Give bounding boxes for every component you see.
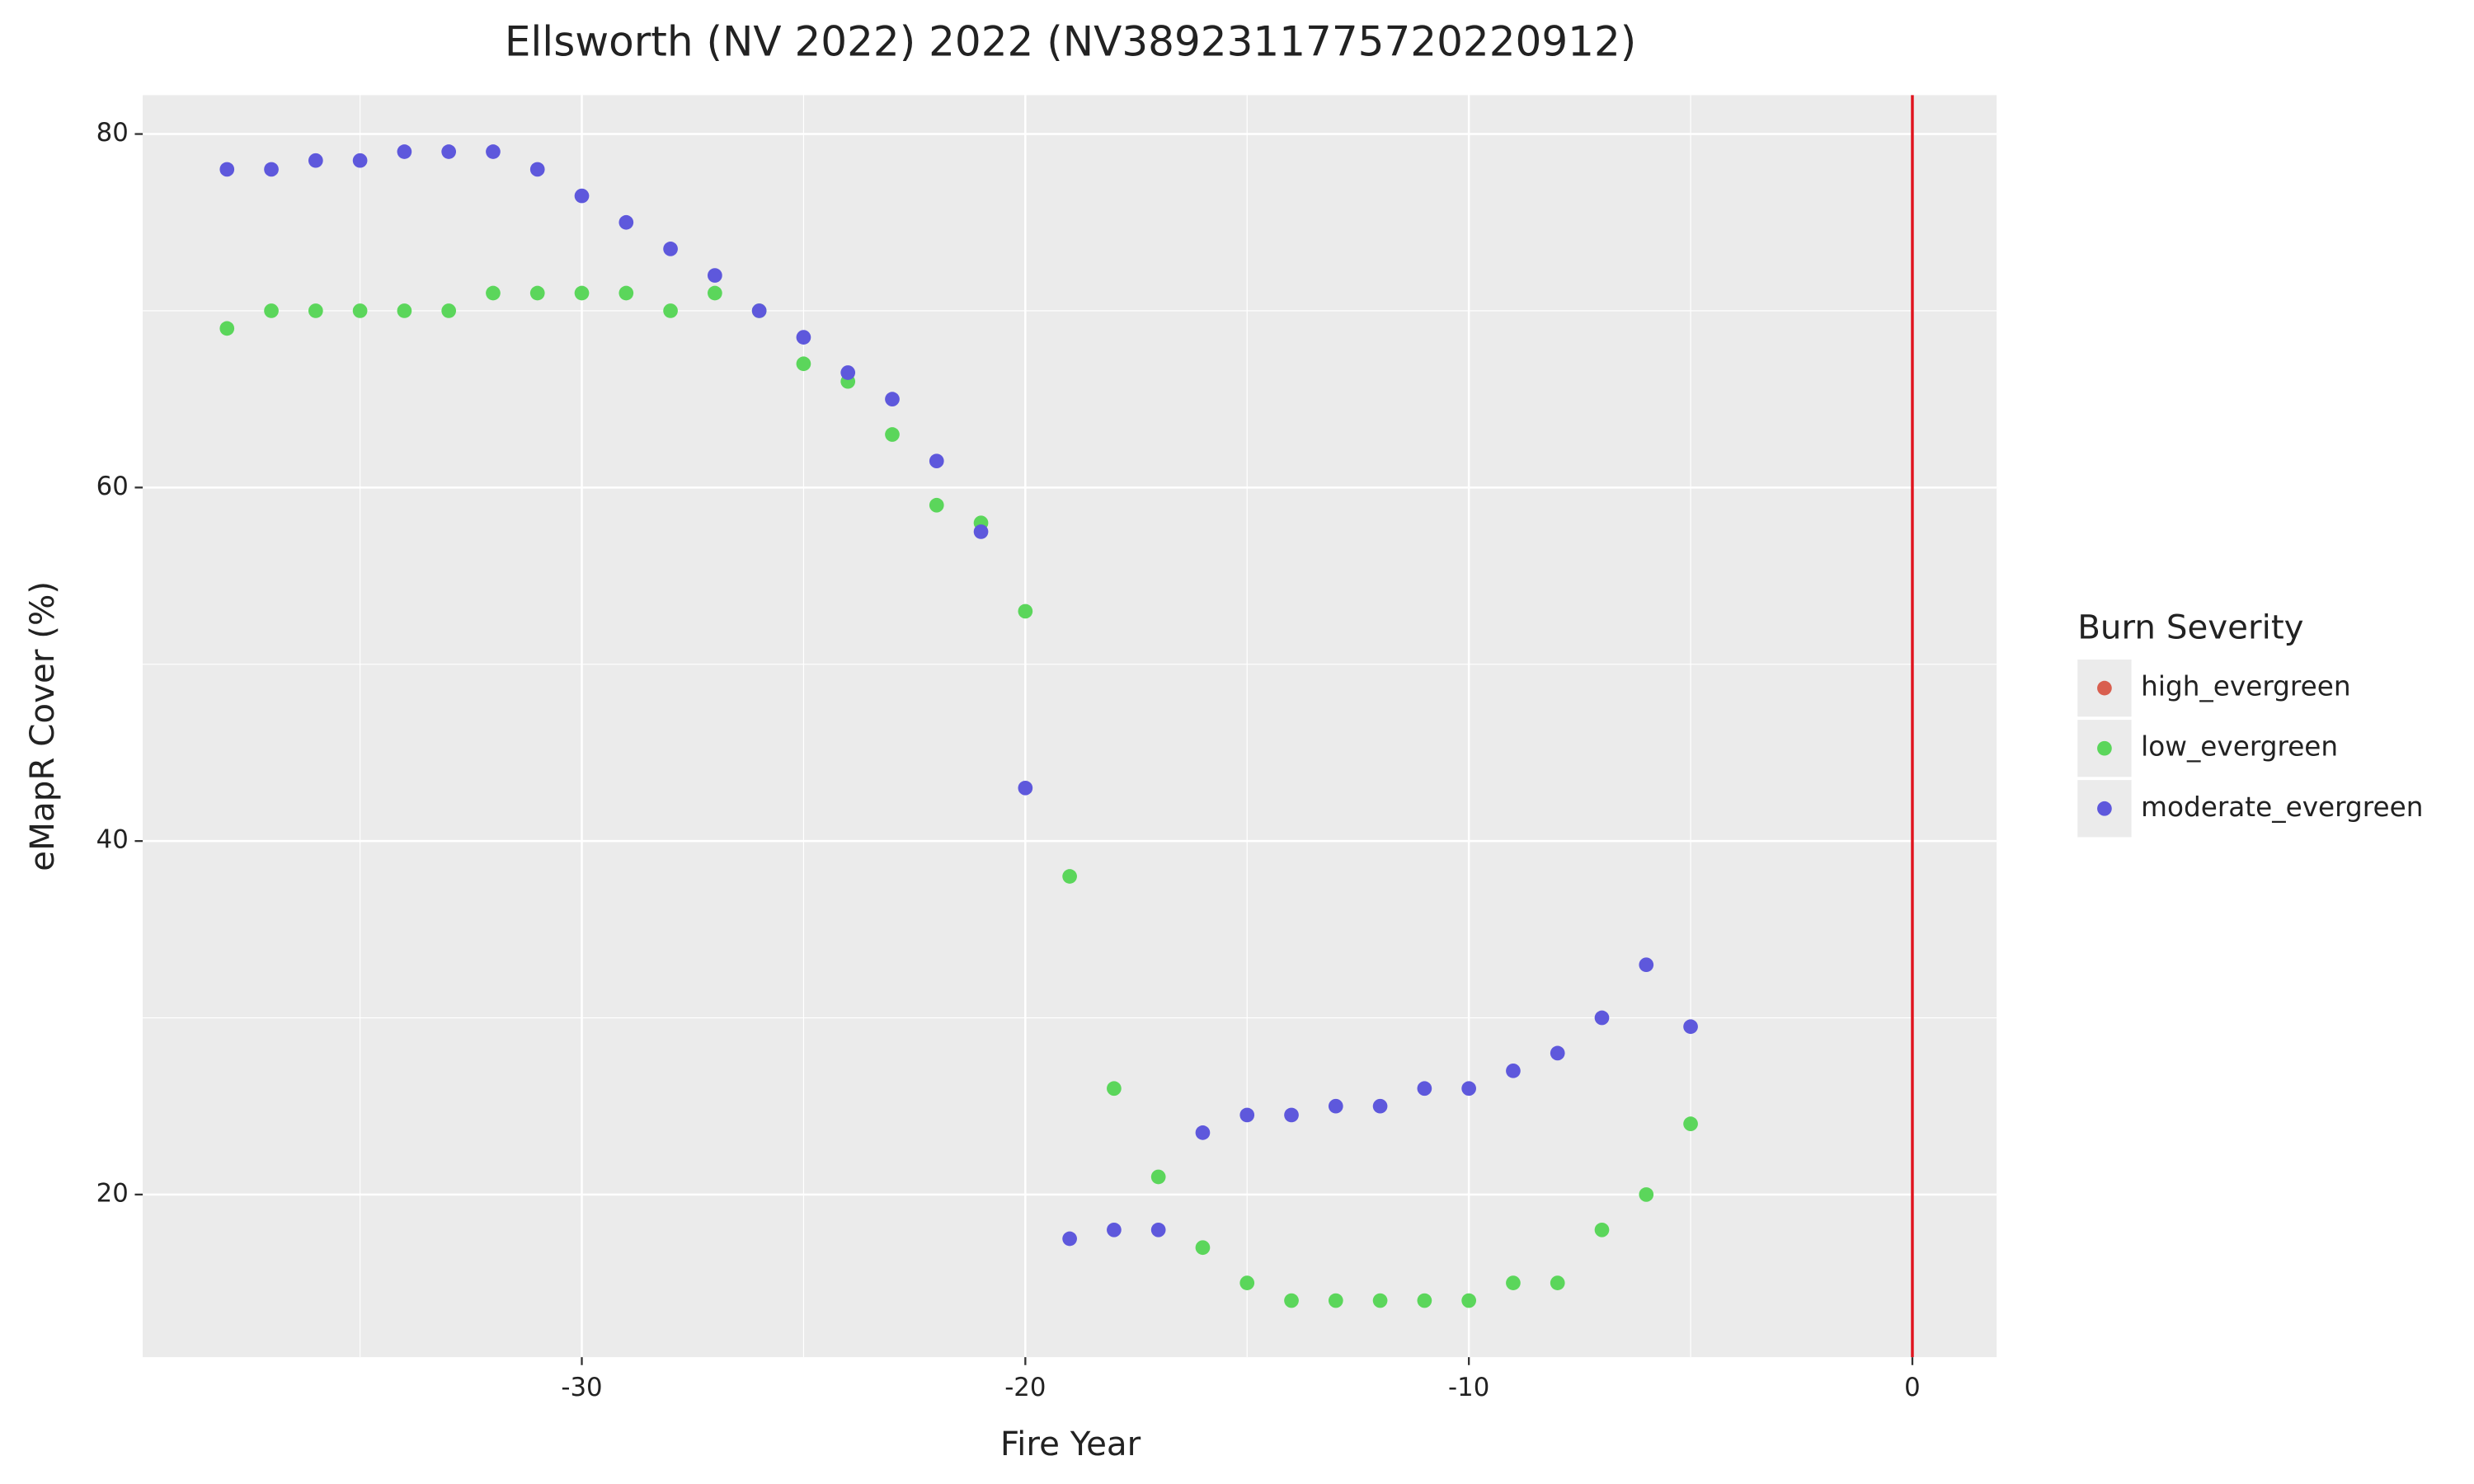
- point: [574, 285, 590, 301]
- legend-marker: [2097, 680, 2112, 696]
- point: [1594, 1222, 1610, 1237]
- point: [840, 365, 856, 380]
- point: [1107, 1081, 1122, 1097]
- x-axis-title: Fire Year: [1000, 1425, 1141, 1463]
- point: [1417, 1081, 1432, 1097]
- legend-label: moderate_evergreen: [2141, 791, 2423, 823]
- point: [441, 303, 457, 318]
- plot-panel: [143, 95, 1997, 1358]
- point: [663, 303, 678, 318]
- point: [308, 153, 323, 168]
- point: [1150, 1222, 1166, 1237]
- point: [929, 497, 944, 513]
- point: [708, 285, 722, 301]
- point: [1239, 1275, 1255, 1290]
- point: [796, 356, 811, 372]
- x-tick-label: 0: [1904, 1373, 1921, 1402]
- point: [486, 144, 501, 159]
- point: [885, 427, 900, 442]
- y-tick-label: 60: [96, 472, 129, 501]
- y-tick-label: 20: [96, 1178, 129, 1208]
- point: [1506, 1275, 1521, 1290]
- point: [1284, 1293, 1299, 1308]
- chart-title: Ellsworth (NV 2022) 2022 (NV389231177572…: [505, 17, 1637, 65]
- point: [397, 303, 412, 318]
- point: [1506, 1063, 1521, 1078]
- point: [1284, 1107, 1299, 1123]
- y-tick-label: 80: [96, 118, 129, 148]
- point: [1062, 1231, 1077, 1247]
- legend-label: low_evergreen: [2141, 731, 2338, 763]
- point: [1594, 1010, 1610, 1026]
- point: [1018, 603, 1033, 619]
- point: [1550, 1275, 1565, 1290]
- point: [352, 303, 368, 318]
- point: [441, 144, 457, 159]
- x-tick-label: -20: [1004, 1373, 1046, 1402]
- point: [264, 303, 279, 318]
- x-tick-label: -30: [561, 1373, 602, 1402]
- point: [1461, 1081, 1476, 1097]
- legend-marker: [2097, 801, 2112, 816]
- point: [1328, 1098, 1343, 1114]
- point: [1018, 780, 1033, 796]
- point: [885, 392, 900, 406]
- point: [1372, 1293, 1388, 1308]
- point: [529, 162, 545, 177]
- point: [1639, 1187, 1654, 1202]
- point: [1550, 1045, 1565, 1061]
- point: [1195, 1240, 1211, 1256]
- point: [796, 330, 811, 345]
- point: [1239, 1107, 1255, 1123]
- point: [751, 303, 767, 318]
- x-tick-label: -10: [1448, 1373, 1489, 1402]
- point: [618, 285, 634, 301]
- y-axis-title: eMapR Cover (%): [23, 581, 62, 871]
- point: [708, 268, 722, 283]
- point: [264, 162, 279, 177]
- point: [929, 453, 944, 469]
- point: [308, 303, 323, 318]
- point: [663, 242, 678, 256]
- point: [219, 162, 235, 177]
- point: [1328, 1293, 1343, 1308]
- point: [1683, 1019, 1698, 1035]
- point: [1150, 1169, 1166, 1185]
- point: [486, 285, 501, 301]
- point: [352, 153, 368, 168]
- point: [1372, 1098, 1388, 1114]
- point: [1107, 1222, 1122, 1237]
- legend-title: Burn Severity: [2077, 608, 2303, 646]
- point: [1639, 957, 1654, 973]
- point: [574, 188, 590, 204]
- point: [973, 524, 989, 539]
- point: [529, 285, 545, 301]
- point: [1417, 1293, 1432, 1308]
- y-tick-label: 40: [96, 825, 129, 855]
- point: [1062, 869, 1077, 884]
- point: [1195, 1125, 1211, 1140]
- legend-marker: [2097, 740, 2112, 756]
- point: [397, 144, 412, 159]
- point: [618, 214, 634, 230]
- point: [1683, 1116, 1698, 1132]
- point: [219, 321, 235, 336]
- point: [1461, 1293, 1476, 1308]
- legend-label: high_evergreen: [2141, 671, 2350, 702]
